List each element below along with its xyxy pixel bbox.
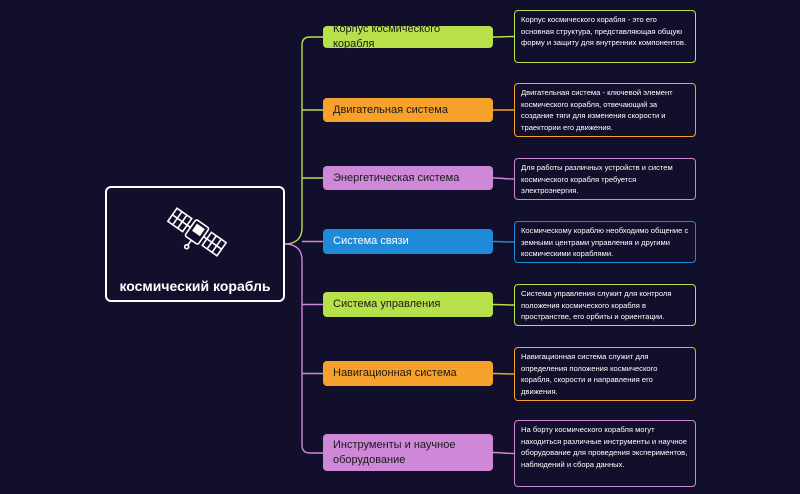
branch-node-1[interactable]: Корпус космического корабля	[323, 23, 493, 50]
branch-node-7[interactable]: Инструменты и научное оборудование	[323, 434, 493, 471]
connector-to-description-4	[492, 240, 515, 243]
branch-description-7: На борту космического корабля могут нахо…	[514, 420, 696, 487]
branch-description-1: Корпус космического корабля - это его ос…	[514, 10, 696, 63]
branch-description-6: Навигационная система служит для определ…	[514, 347, 696, 401]
branch-node-6[interactable]: Навигационная система	[323, 361, 493, 386]
branch-node-5[interactable]: Система управления	[323, 292, 493, 317]
connector-to-description-1	[492, 35, 515, 38]
satellite-icon	[166, 207, 228, 257]
connector-to-description-7	[492, 451, 515, 455]
branch-description-3: Для работы различных устройств и систем …	[514, 158, 696, 200]
root-title: космический корабль	[119, 278, 271, 294]
branch-node-2[interactable]: Двигательная система	[323, 98, 493, 122]
root-node[interactable]: космический корабль	[105, 186, 285, 302]
connector-to-description-3	[492, 177, 515, 180]
connector-to-description-6	[492, 372, 515, 375]
branch-description-2: Двигательная система - ключевой элемент …	[514, 83, 696, 137]
connector-lower-bracket	[284, 243, 323, 454]
branch-node-4[interactable]: Система связи	[323, 229, 493, 254]
branch-description-5: Система управления служит для контроля п…	[514, 284, 696, 326]
branch-description-4: Космическому кораблю необходимо общение …	[514, 221, 696, 263]
branch-node-3[interactable]: Энергетическая система	[323, 166, 493, 190]
connector-upper-bracket	[284, 36, 323, 245]
connector-to-description-5	[492, 303, 515, 306]
